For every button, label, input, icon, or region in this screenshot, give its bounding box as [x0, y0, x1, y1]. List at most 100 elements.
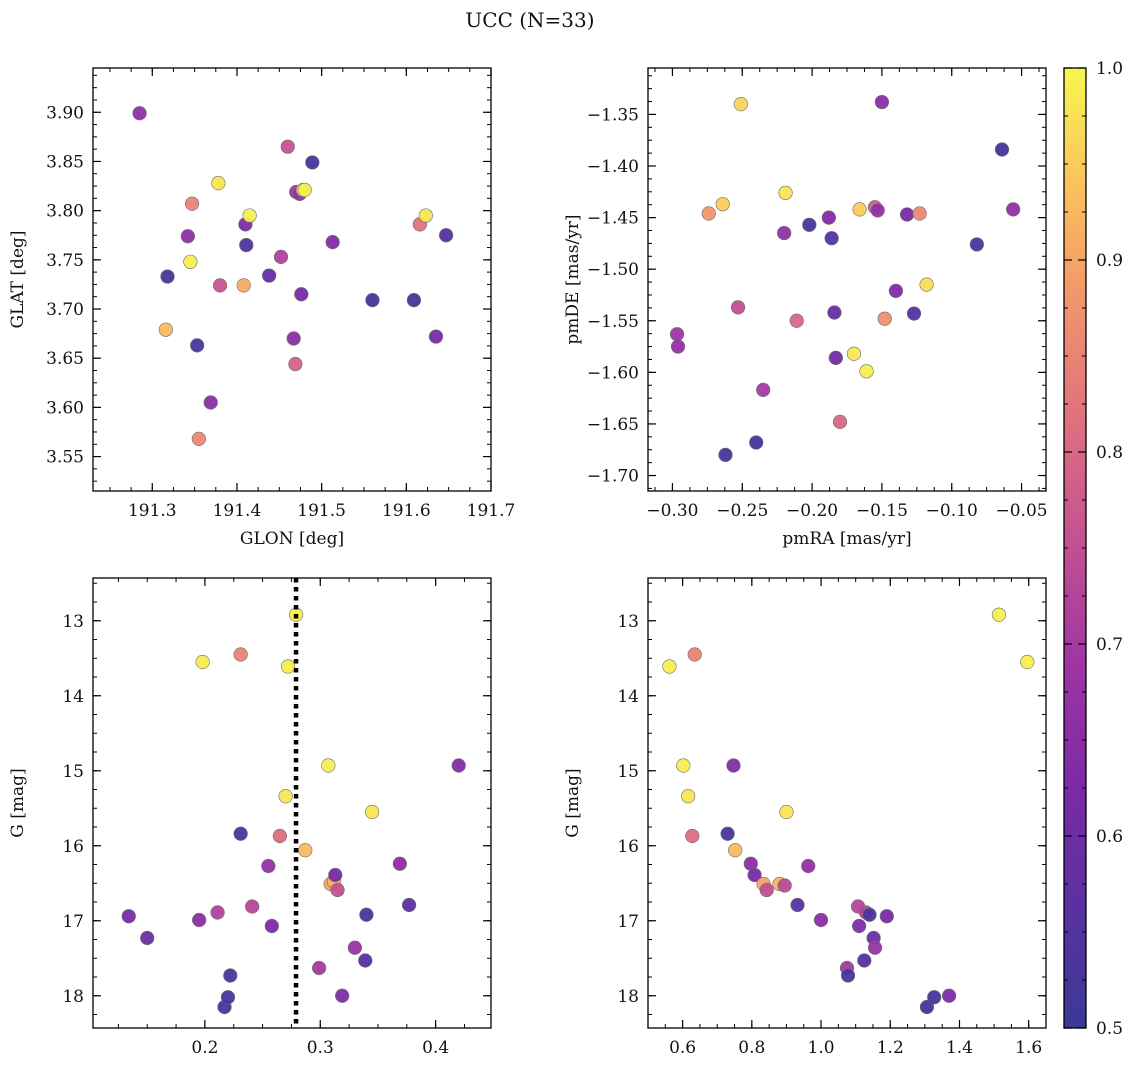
y-tick-label: −1.45: [587, 209, 639, 229]
y-tick-label: 3.90: [46, 103, 84, 123]
scatter-point: [991, 607, 1007, 622]
scatter-point: [233, 826, 248, 841]
x-tick-label: −0.20: [786, 501, 838, 521]
x-tick-label: 1.6: [1015, 1038, 1042, 1058]
axes-frame: [647, 67, 1047, 492]
y-tick-label: −1.65: [587, 415, 639, 435]
scatter-point: [347, 940, 362, 955]
scatter-point: [867, 940, 883, 955]
x-tick-label: −0.10: [926, 501, 978, 521]
x-tick-label: −0.05: [996, 501, 1048, 521]
y-tick-label: 14: [617, 687, 639, 707]
y-tick-label: 3.85: [46, 152, 84, 172]
colorbar-tick-label: 1.0: [1096, 59, 1123, 79]
y-axis-label: pmDE [mas/yr]: [563, 214, 583, 344]
scatter-point: [140, 930, 155, 946]
scatter-point: [701, 206, 716, 221]
scatter-point: [212, 278, 228, 293]
scatter-point: [312, 960, 327, 976]
scatter-point: [912, 206, 927, 221]
scatter-point: [158, 322, 173, 337]
y-tick-label: 3.60: [46, 398, 84, 418]
scatter-point: [278, 789, 293, 804]
colorbar-tick-label: 0.8: [1096, 443, 1123, 463]
scatter-point: [321, 758, 336, 773]
scatter-point: [827, 305, 842, 320]
scatter-point: [297, 182, 312, 198]
colorbar-tick-label: 0.6: [1096, 827, 1123, 847]
x-tick-label: −0.30: [646, 501, 698, 521]
scatter-point: [941, 988, 957, 1003]
scatter-point: [288, 357, 303, 372]
y-tick-label: −1.50: [587, 260, 639, 280]
scatter-point: [687, 647, 702, 662]
scatter-point: [662, 659, 677, 674]
y-tick-label: 3.65: [46, 349, 84, 369]
y-tick-label: 15: [62, 762, 84, 782]
colorbar: 0.5 0.6 0.7 0.8 0.9 1.0: [1063, 59, 1123, 1039]
colorbar-tick-label: 0.7: [1096, 635, 1123, 655]
scatter-point: [418, 208, 433, 223]
scatter-point: [330, 882, 345, 898]
axes-frame: [92, 577, 492, 1029]
scatter-point: [294, 287, 309, 302]
y-tick-label: −1.40: [587, 157, 639, 177]
scatter-point: [262, 268, 277, 283]
scatter-point: [358, 953, 373, 968]
y-tick-label: 17: [62, 912, 84, 932]
x-tick-label: 191.7: [467, 501, 516, 521]
panel-bprp-g: 0.6 0.8 1.0 1.2 1.4 1.6 13 14 15 16 17 18 BP-RP [mag…: [563, 577, 1047, 1068]
scatter-point: [183, 254, 198, 269]
x-tick-label: −0.15: [856, 501, 908, 521]
scatter-point: [1020, 654, 1035, 670]
scatter-point: [191, 431, 206, 446]
scatter-point: [927, 990, 942, 1005]
scatter-point: [365, 293, 380, 308]
colorbar-tick-label: 0.9: [1096, 251, 1123, 271]
scatter-point: [730, 300, 746, 315]
x-axis-label: pmRA [mas/yr]: [782, 529, 911, 549]
scatter-point: [233, 647, 248, 662]
scatter-point: [899, 207, 915, 222]
scatter-point: [879, 909, 894, 924]
y-tick-label: 3.75: [46, 251, 84, 271]
scatter-point: [906, 306, 922, 321]
scatter-point: [832, 414, 848, 429]
y-tick-label: 17: [617, 912, 639, 932]
scatter-point: [840, 968, 856, 983]
x-tick-label: 0.8: [738, 1038, 765, 1058]
scatter-point: [857, 953, 872, 968]
axes-frame: [92, 67, 492, 492]
scatter-point: [874, 94, 890, 110]
y-axis-label: G [mag]: [8, 768, 28, 837]
scatter-point: [392, 856, 407, 871]
minor-ticks: [93, 68, 492, 491]
scatter-point: [824, 231, 839, 246]
scatter-point: [919, 277, 934, 292]
scatter-point: [223, 968, 238, 983]
scatter-point: [365, 804, 380, 820]
scatter-point: [777, 878, 792, 893]
scatter-point: [718, 447, 733, 462]
scatter-point: [184, 196, 200, 211]
scatter-point: [272, 828, 287, 844]
scatter-points: [121, 607, 466, 1015]
scatter-point: [261, 858, 276, 874]
scatter-point: [180, 229, 195, 244]
scatter-point: [239, 237, 254, 253]
x-axis-label: Plx [mas]: [252, 1066, 332, 1068]
scatter-point: [428, 329, 444, 344]
scatter-point: [203, 395, 218, 410]
scatter-point: [801, 858, 816, 874]
scatter-point: [852, 202, 867, 217]
scatter-point: [359, 907, 374, 922]
scatter-point: [789, 313, 804, 328]
scatter-point: [1006, 202, 1021, 217]
scatter-point: [210, 905, 225, 920]
scatter-point: [280, 659, 296, 674]
x-tick-label: 1.4: [946, 1038, 973, 1058]
colorbar-tick-label: 0.5: [1096, 1019, 1123, 1039]
scatter-point: [220, 990, 236, 1005]
scatter-point: [406, 293, 422, 308]
scatter-point: [236, 278, 251, 293]
